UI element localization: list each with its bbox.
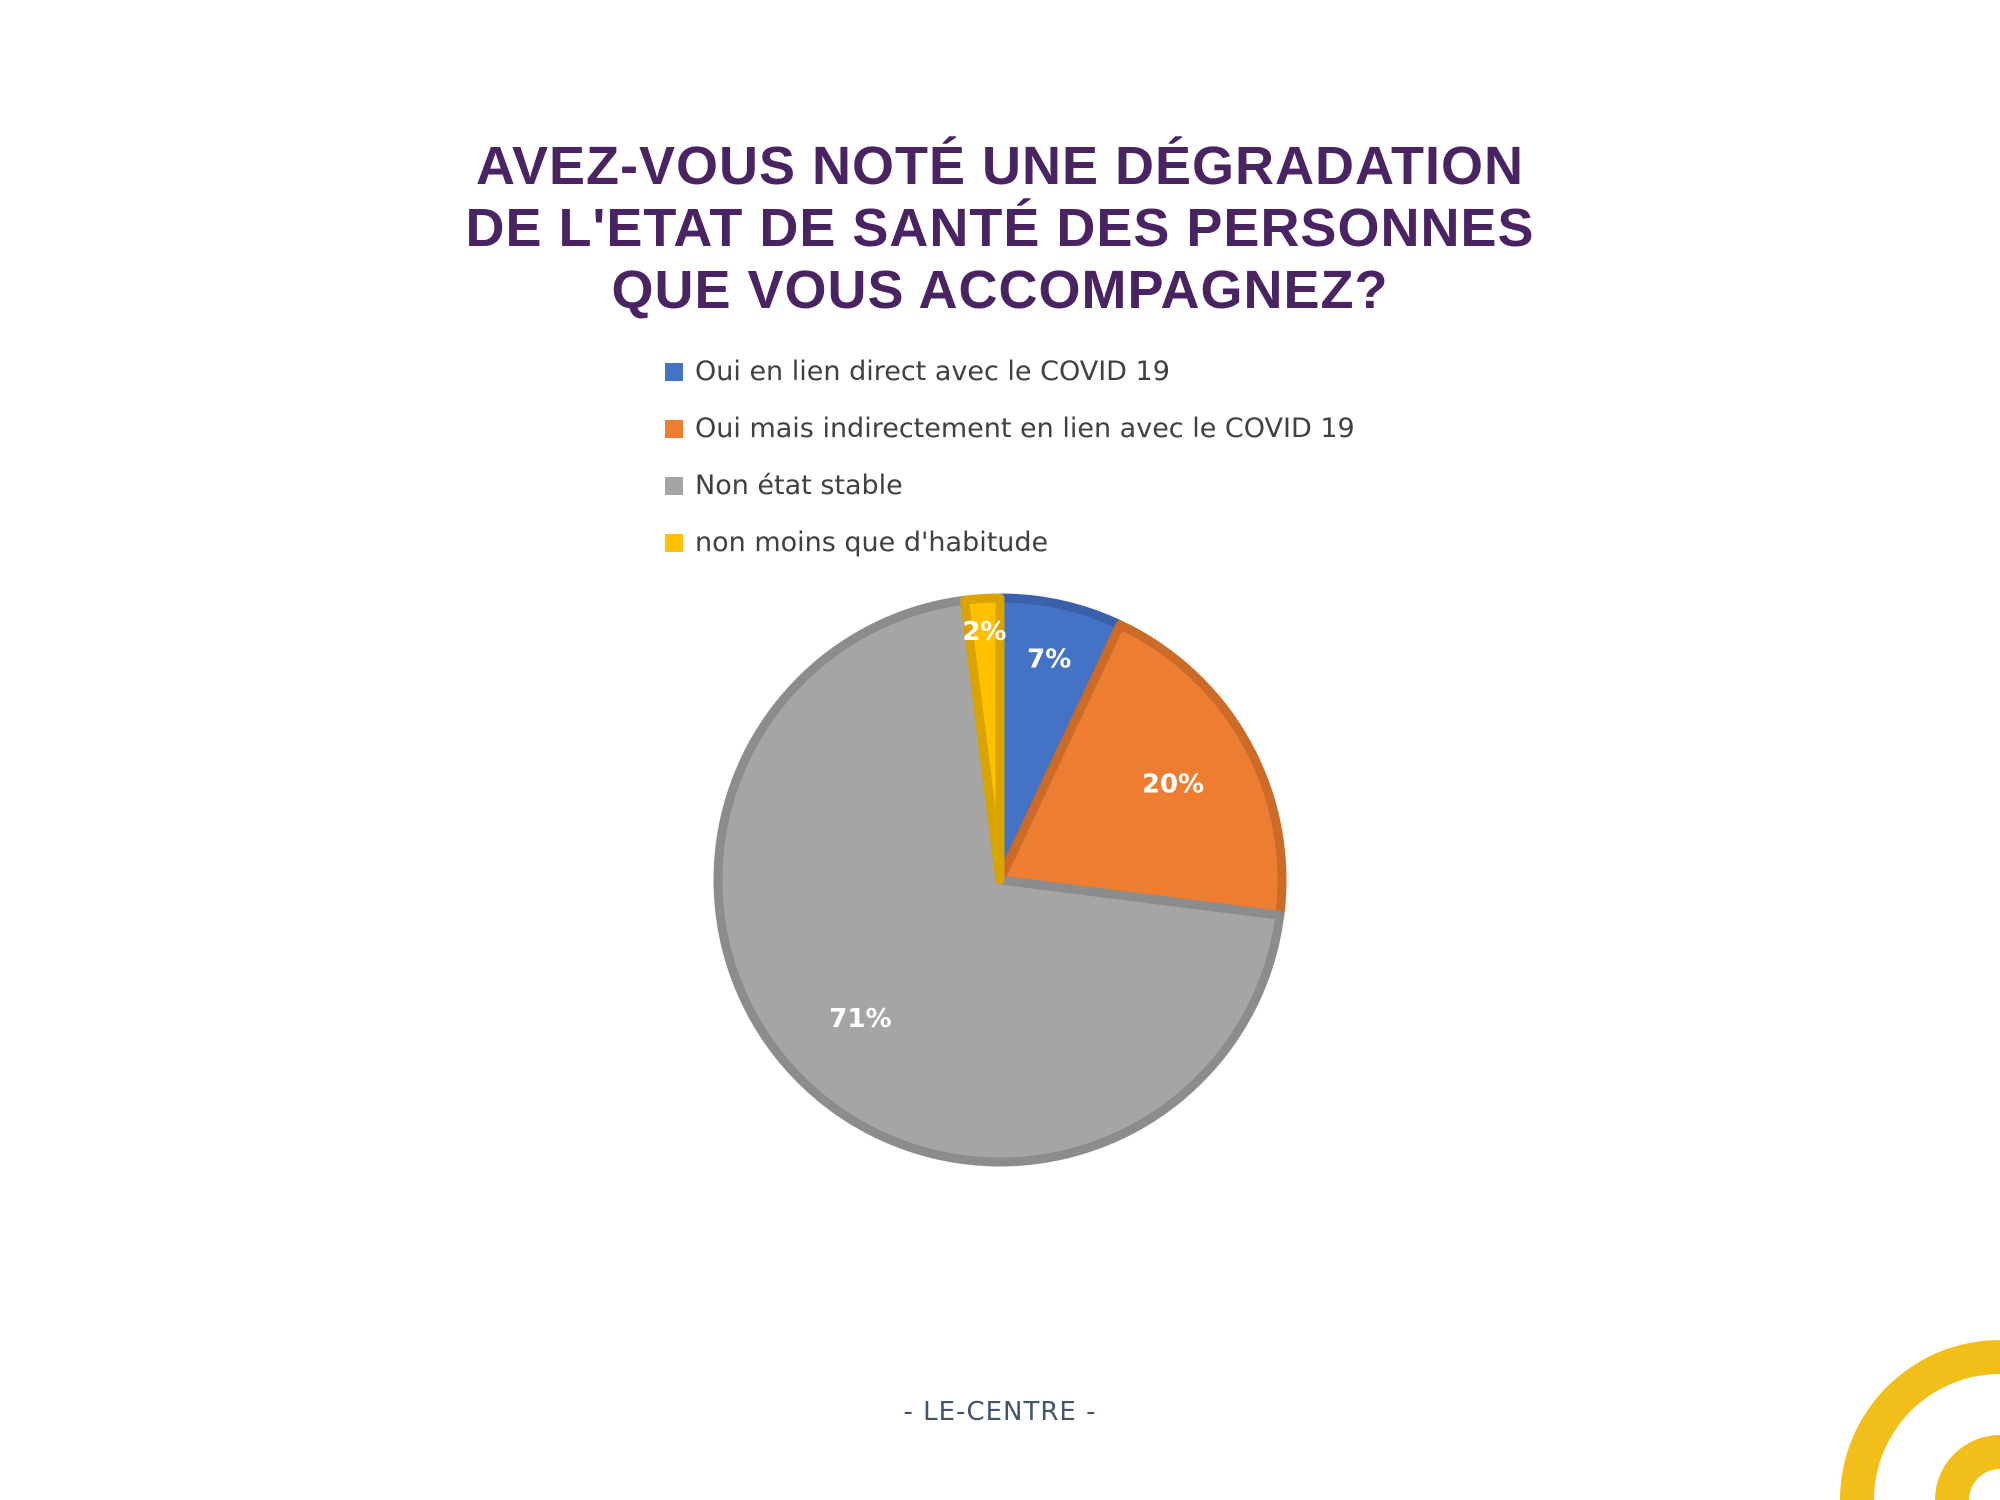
pie-slice-less-than-usual [960, 593, 1005, 885]
legend-item-less-than-usual: non moins que d'habitude [665, 514, 1565, 571]
chart-title-line-1: AVEZ-VOUS NOTÉ UNE DÉGRADATION [475, 136, 1525, 196]
legend-label-indirect-covid: Oui mais indirectement en lien avec le C… [695, 413, 1355, 444]
legend-item-direct-covid: Oui en lien direct avec le COVID 19 [665, 343, 1565, 400]
legend-item-indirect-covid: Oui mais indirectement en lien avec le C… [665, 400, 1565, 457]
slice-label-stable: 71% [829, 1004, 891, 1034]
chart-title-line-3: QUE VOUS ACCOMPAGNEZ? [611, 260, 1389, 320]
legend-label-stable: Non état stable [695, 470, 903, 501]
legend-label-direct-covid: Oui en lien direct avec le COVID 19 [695, 356, 1170, 387]
legend-item-stable: Non état stable [665, 457, 1565, 514]
legend-label-less-than-usual: non moins que d'habitude [695, 527, 1049, 558]
slice-label-direct-covid: 7% [1027, 644, 1071, 674]
legend-swatch-indirect-covid [665, 419, 683, 438]
legend-swatch-direct-covid [665, 362, 683, 381]
legend-swatch-stable [665, 476, 683, 495]
slice-label-less-than-usual: 2% [962, 617, 1006, 647]
pie-slices [713, 593, 1287, 1167]
chart-title: AVEZ-VOUS NOTÉ UNE DÉGRADATION DE L'ETAT… [0, 135, 2000, 321]
brand-arc-outer-icon [1840, 1340, 2000, 1500]
brand-arc-inner-icon [1935, 1435, 2000, 1500]
slice-label-indirect-covid: 20% [1142, 769, 1204, 799]
chart-title-line-2: DE L'ETAT DE SANTÉ DES PERSONNES [465, 198, 1535, 258]
pie-slice-indirect-covid [995, 620, 1287, 920]
legend-swatch-less-than-usual [665, 533, 683, 552]
footer-text: - LE-CENTRE - [903, 1397, 1097, 1427]
chart-legend: Oui en lien direct avec le COVID 19 Oui … [665, 343, 1565, 571]
pie-slice-labels: 7% 20% 71% 2% [829, 617, 1204, 1034]
